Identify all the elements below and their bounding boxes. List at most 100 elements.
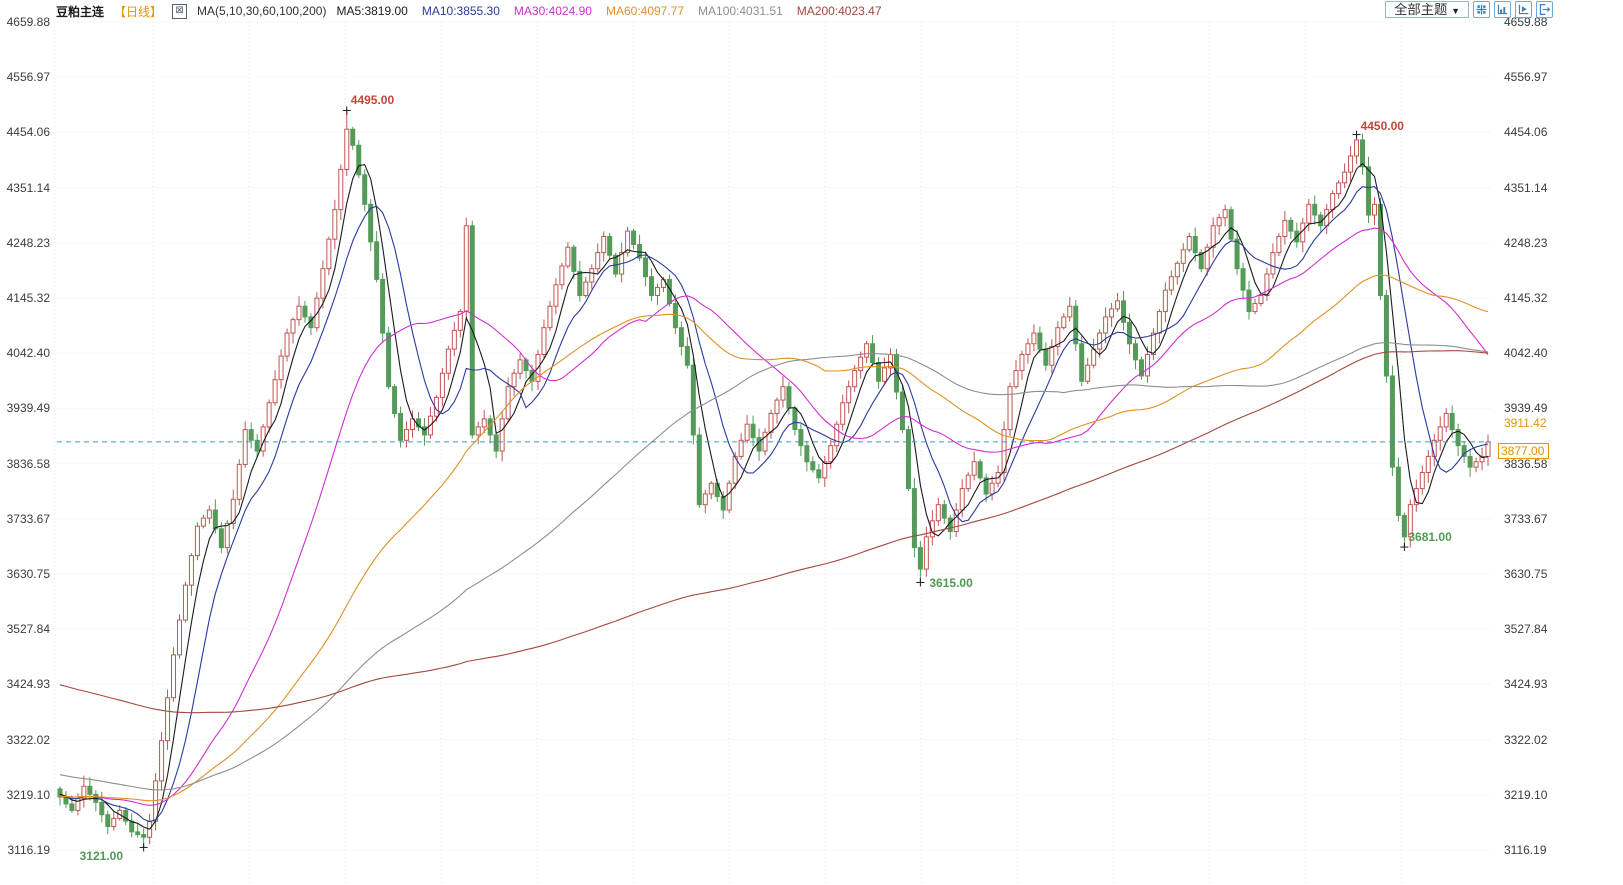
- chevron-down-icon: ▼: [1451, 6, 1460, 16]
- candle-up: [1210, 217, 1216, 258]
- axis-label: 4145.32: [6, 291, 50, 305]
- candle-up: [266, 399, 272, 433]
- candle-up: [1180, 243, 1186, 273]
- candle-up: [1437, 416, 1443, 451]
- axis-label: 3733.67: [6, 511, 50, 526]
- flag-chart-icon[interactable]: [1515, 1, 1532, 18]
- candle-up: [619, 242, 625, 283]
- candle-up: [601, 231, 607, 262]
- candle-up: [828, 439, 834, 469]
- candle-up: [1473, 457, 1479, 473]
- candle-down: [696, 427, 702, 508]
- axis-label: 4659.88: [6, 15, 50, 29]
- candle-up: [200, 514, 206, 529]
- candle-down: [392, 384, 398, 418]
- axis-label: 4351.14: [1504, 180, 1548, 195]
- candle-up: [553, 278, 559, 315]
- candle-down: [493, 431, 499, 459]
- candle-up: [242, 421, 248, 468]
- candle-down: [917, 540, 923, 583]
- axis-label: 4454.06: [6, 125, 50, 140]
- candle-up: [236, 459, 242, 506]
- axis-label: 3630.75: [6, 567, 50, 581]
- candle-up: [1103, 307, 1109, 344]
- period-label: 【日线】: [114, 4, 163, 19]
- theme-dropdown-button[interactable]: 全部主题 ▼: [1385, 1, 1469, 18]
- candle-down: [1198, 249, 1204, 273]
- exit-icon[interactable]: [1536, 1, 1553, 18]
- candle-up: [1306, 199, 1312, 232]
- candle-up: [481, 410, 487, 434]
- ma-legend-item: MA200:4023.47: [796, 4, 882, 18]
- last-price-label: 3877.00: [1498, 442, 1550, 459]
- candle-up: [290, 317, 296, 344]
- candle-up: [1330, 190, 1336, 219]
- axis-label: 3527.84: [6, 622, 50, 637]
- axis-label: 3322.02: [1504, 732, 1548, 747]
- candle-up: [971, 451, 977, 481]
- candle-down: [876, 357, 882, 389]
- candle-down: [415, 412, 421, 431]
- candle-up: [840, 394, 846, 431]
- candle-up: [726, 480, 732, 514]
- candle-up: [852, 364, 858, 392]
- candle-down: [362, 169, 368, 212]
- extreme-marker-icon: [342, 106, 351, 115]
- candle-down: [1360, 133, 1366, 175]
- candle-up: [499, 411, 505, 462]
- axis-label: 3733.67: [1504, 511, 1548, 526]
- candle-down: [637, 234, 643, 262]
- candle-up: [565, 242, 571, 269]
- chart-toolbar: 全部主题 ▼: [1385, 1, 1553, 18]
- axis-label: 4556.97: [6, 70, 50, 85]
- candle-down: [1246, 280, 1252, 320]
- candle-up: [332, 199, 338, 250]
- axis-label: 3630.75: [1504, 567, 1548, 581]
- crosshair-move-icon[interactable]: [1473, 1, 1490, 18]
- candle-up: [117, 805, 123, 821]
- candle-down: [690, 357, 696, 445]
- symbol-title: 豆粕主连: [56, 4, 105, 19]
- candle-up: [326, 236, 332, 276]
- axis-label: 3836.58: [1504, 456, 1548, 471]
- ma-function-label: MA(5,10,30,60,100,200): [197, 4, 327, 18]
- axis-label: 3939.49: [1504, 401, 1548, 416]
- axis-label: 3322.02: [6, 732, 50, 747]
- theme-dropdown-label: 全部主题: [1394, 2, 1448, 17]
- candle-down: [1288, 217, 1294, 239]
- candle-up: [923, 526, 929, 577]
- candle-down: [1234, 229, 1240, 275]
- candle-up: [451, 321, 457, 357]
- candle-up: [559, 262, 565, 290]
- grid-chart-icon[interactable]: [1494, 1, 1511, 18]
- extreme-marker-icon: [1400, 543, 1409, 552]
- candle-up: [278, 349, 284, 389]
- candle-down: [105, 810, 111, 835]
- candle-down: [1037, 326, 1043, 354]
- candle-up: [171, 647, 177, 702]
- candle-up: [1025, 338, 1031, 364]
- candle-up: [965, 472, 971, 492]
- axis-label: 4042.40: [6, 346, 50, 361]
- ma-legend-item: MA60:4097.77: [605, 4, 685, 18]
- axis-label: 3527.84: [1504, 622, 1548, 637]
- candle-up: [1485, 434, 1491, 467]
- candle-up: [320, 260, 326, 309]
- candle-down: [63, 791, 69, 808]
- candle-up: [1013, 359, 1019, 389]
- candle-down: [374, 231, 380, 283]
- candle-up: [654, 283, 660, 305]
- candle-down: [577, 260, 583, 302]
- candle-down: [607, 232, 613, 259]
- candle-down: [1043, 342, 1049, 371]
- candle-up: [1270, 243, 1276, 279]
- candle-down: [1383, 289, 1389, 383]
- candle-down: [899, 384, 905, 434]
- indicator-settings-icon[interactable]: ⊠: [172, 3, 188, 19]
- candle-down: [941, 500, 947, 524]
- candle-down: [983, 473, 989, 503]
- candle-up: [1007, 382, 1013, 437]
- candle-up: [284, 328, 290, 362]
- candle-up: [511, 369, 517, 397]
